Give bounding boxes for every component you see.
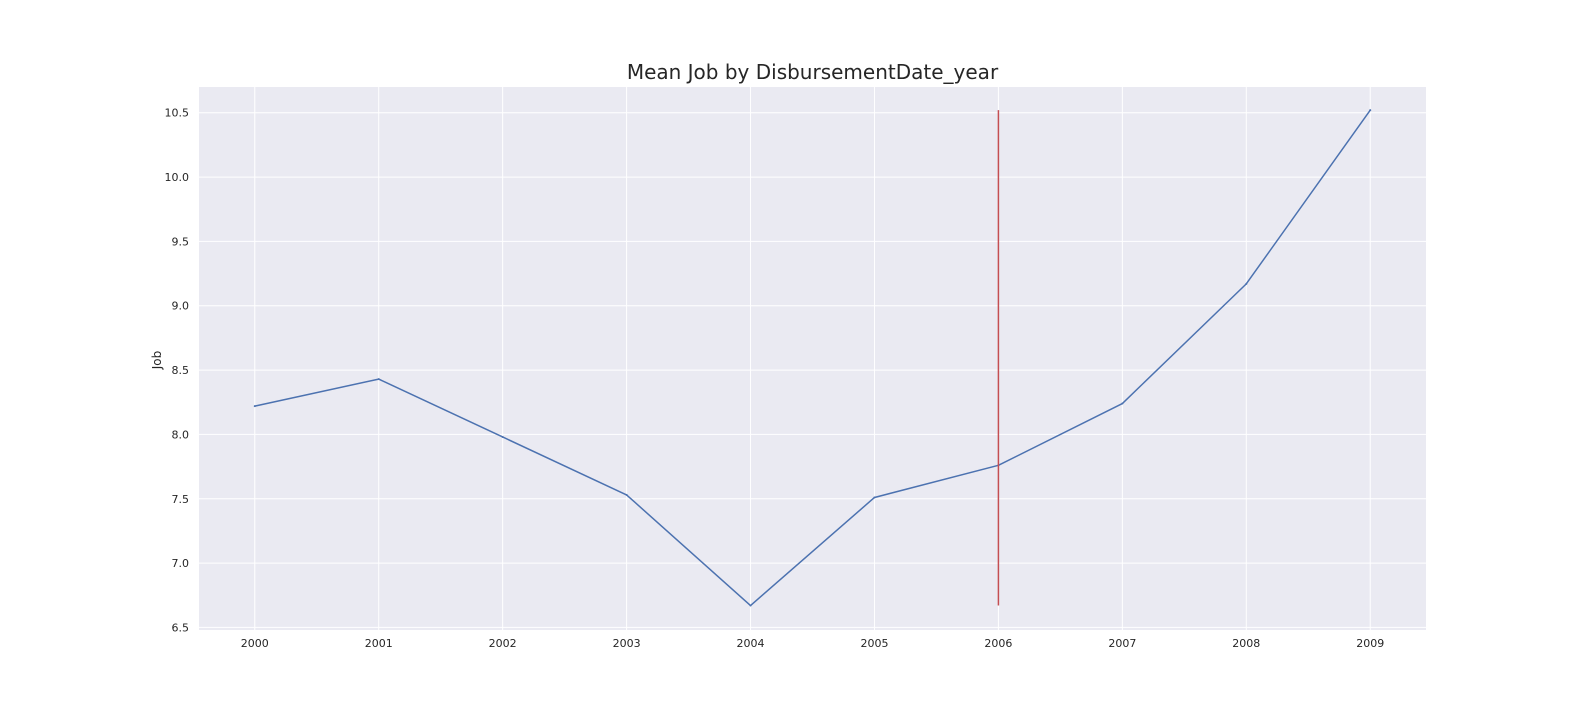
- y-tick-label: 7.5: [172, 493, 190, 506]
- x-tick-label: 2008: [1232, 637, 1260, 650]
- y-tick-label: 10.0: [165, 171, 190, 184]
- x-tick-label: 2001: [365, 637, 393, 650]
- y-tick-label: 6.5: [172, 621, 190, 634]
- data-point: [253, 405, 256, 408]
- y-tick-label: 8.5: [172, 364, 190, 377]
- data-point: [625, 493, 628, 496]
- series-group: [253, 109, 1372, 607]
- data-point: [749, 604, 752, 607]
- x-tick-label: 2009: [1356, 637, 1384, 650]
- x-axis-ticks: 2000 2001 2002 2003 2004 2005 2006 2007 2008 2009: [241, 637, 1384, 650]
- plot-area: [199, 87, 1426, 630]
- y-tick-label: 9.0: [172, 300, 190, 313]
- data-point: [1245, 282, 1248, 285]
- grid-lines: [199, 87, 1426, 630]
- chart-title: Mean Job by DisbursementDate_year: [626, 60, 999, 84]
- y-axis-ticks: 6.5 7.0 7.5 8.0 8.5 9.0 9.5 10.0 10.5: [165, 107, 190, 635]
- data-point: [501, 435, 504, 438]
- y-tick-label: 9.5: [172, 235, 190, 248]
- x-tick-label: 2007: [1108, 637, 1136, 650]
- x-tick-label: 2000: [241, 637, 269, 650]
- y-tick-label: 10.5: [165, 107, 190, 120]
- data-point: [873, 496, 876, 499]
- x-tick-label: 2006: [984, 637, 1012, 650]
- x-tick-label: 2003: [613, 637, 641, 650]
- data-point: [1121, 402, 1124, 405]
- y-tick-label: 8.0: [172, 428, 190, 441]
- y-tick-label: 7.0: [172, 557, 190, 570]
- x-tick-label: 2004: [737, 637, 765, 650]
- series-line: [254, 109, 1371, 607]
- x-tick-label: 2002: [489, 637, 517, 650]
- data-point: [377, 378, 380, 381]
- x-tick-label: 2005: [860, 637, 888, 650]
- data-point: [1369, 109, 1372, 112]
